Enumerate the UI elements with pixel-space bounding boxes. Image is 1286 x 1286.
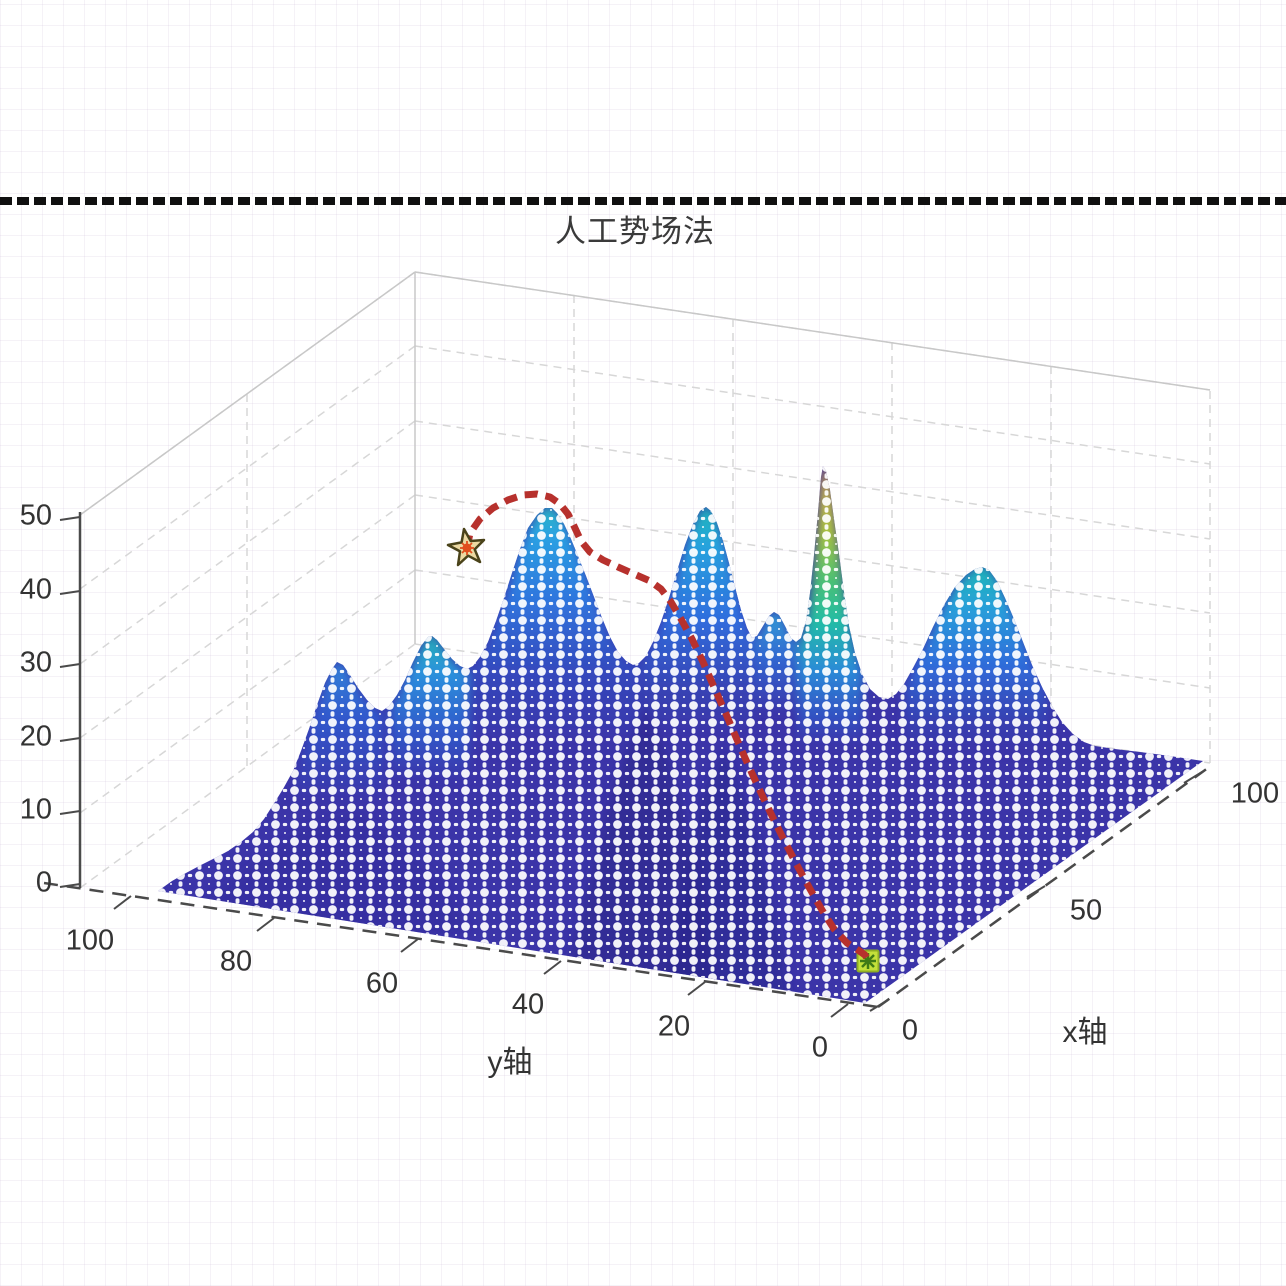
z-tick-label-0: 0 — [36, 867, 52, 899]
z-tick-label-40: 40 — [20, 574, 52, 606]
y-tick-labels: 100 80 60 40 20 0 — [66, 925, 828, 1064]
robot-path — [463, 490, 872, 962]
goal-star-marker — [446, 527, 486, 567]
z-tick-label-10: 10 — [20, 794, 52, 826]
y-axis — [43, 881, 879, 1018]
y-tick-label-40: 40 — [512, 989, 544, 1021]
y-tick-label-0: 0 — [812, 1032, 828, 1064]
z-tick-label-50: 50 — [20, 500, 52, 532]
x-tick-labels: 0 50 100 — [902, 778, 1279, 1047]
x-axis-label: x轴 — [1063, 1016, 1108, 1049]
y-tick-label-80: 80 — [220, 946, 252, 978]
x-tick-label-100: 100 — [1231, 778, 1279, 810]
y-tick-label-20: 20 — [658, 1011, 690, 1043]
z-axis — [59, 512, 82, 888]
x-tick-label-50: 50 — [1070, 895, 1102, 927]
y-tick-label-100: 100 — [66, 925, 114, 957]
x-axis — [869, 763, 1213, 1012]
dashed-divider — [0, 197, 1286, 205]
y-tick-label-60: 60 — [366, 968, 398, 1000]
x-tick-label-0: 0 — [902, 1015, 918, 1047]
plot-title: 人工势场法 — [555, 214, 715, 249]
z-tick-labels: 50 40 30 20 10 0 — [20, 500, 52, 899]
z-tick-label-20: 20 — [20, 721, 52, 753]
z-tick-label-30: 30 — [20, 647, 52, 679]
wall-edges — [79, 271, 1211, 644]
y-axis-label: y轴 — [488, 1046, 533, 1079]
